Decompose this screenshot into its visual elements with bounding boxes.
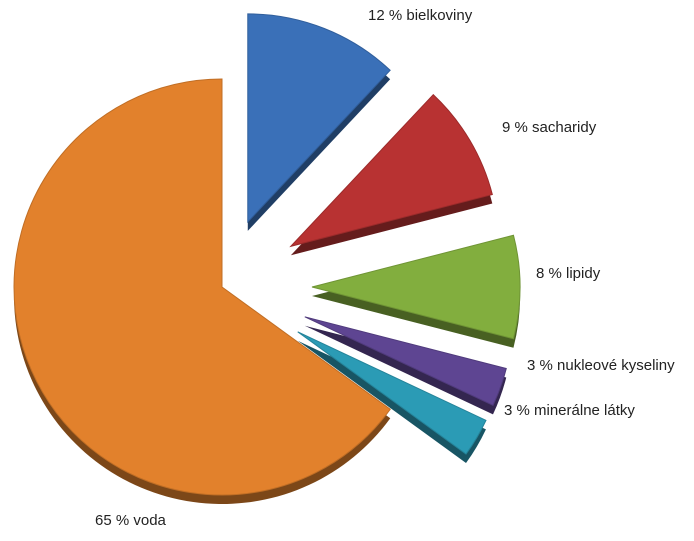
slice-lipidy-label: 8 % lipidy — [536, 265, 601, 282]
pie-labels: 12 % bielkoviny 9 % sacharidy 8 % lipidy 3 … — [95, 7, 675, 529]
slice-kyseliny-label: 3 % nukleové kyseliny — [527, 357, 675, 374]
slice-bielkoviny[interactable] — [247, 13, 391, 224]
slice-tky[interactable] — [297, 331, 487, 455]
slice-bielkoviny-label: 12 % bielkoviny — [368, 7, 473, 24]
slice-voda[interactable] — [13, 78, 391, 496]
slice-sacharidy[interactable] — [289, 93, 493, 248]
slice-lipidy[interactable] — [311, 234, 521, 340]
slice-kyseliny-depth — [304, 325, 507, 415]
slice-voda-label: 65 % voda — [95, 512, 167, 529]
slice-kyseliny[interactable] — [304, 316, 507, 407]
slice-tky-label: 3 % minerálne látky — [504, 402, 635, 419]
pie-slices — [13, 13, 521, 504]
slice-sacharidy-label: 9 % sacharidy — [502, 119, 597, 136]
